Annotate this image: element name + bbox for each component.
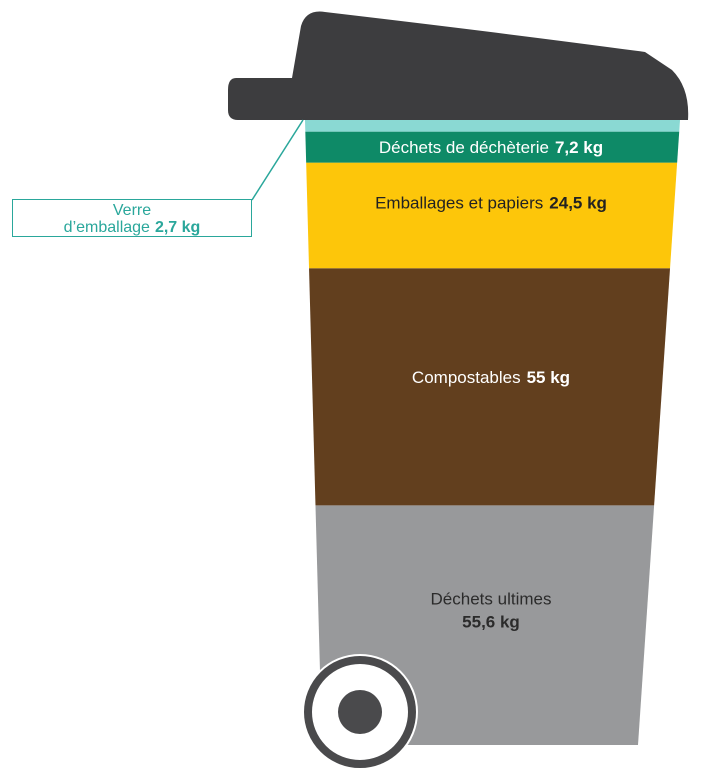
segment-value: 7,2 kg <box>555 139 603 158</box>
callout-line-text: d’emballage 2,7 kg <box>13 219 251 236</box>
segment-text: Compostables 55 kg <box>412 368 570 387</box>
chart: Déchets ultimes 55,6 kg Compostables 55 kg E… <box>0 0 711 771</box>
segment-text: Déchets de déchèterie 7,2 kg <box>379 139 603 158</box>
segment-value: 55 kg <box>527 368 570 387</box>
segment-label: d’emballage <box>64 219 150 236</box>
segment-label: Déchets ultimes <box>431 590 552 609</box>
callout-line <box>252 120 303 200</box>
callout-line-text: Verre <box>13 202 251 219</box>
bin-lid <box>228 12 688 120</box>
segment-label: Compostables <box>412 368 521 387</box>
wheel-hub <box>338 690 382 734</box>
segment-label: Verre <box>113 202 151 219</box>
segment-label: Déchets de déchèterie <box>379 139 549 158</box>
page: {"chart_data": {"type": "bin", "segments… <box>0 0 711 771</box>
segment-value: 24,5 kg <box>549 194 607 213</box>
bin-segment <box>305 120 680 132</box>
segment-label: Emballages et papiers <box>375 194 543 213</box>
bin-segment <box>306 163 677 269</box>
segment-text: Emballages et papiers 24,5 kg <box>375 194 607 213</box>
segment-value: 55,6 kg <box>462 613 520 632</box>
segment-value: 2,7 kg <box>155 219 200 236</box>
